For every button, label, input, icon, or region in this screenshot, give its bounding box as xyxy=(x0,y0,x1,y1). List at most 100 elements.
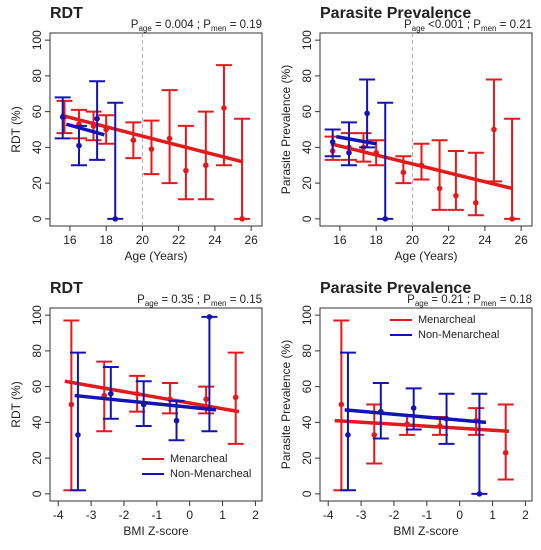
x-axis-label: BMI Z-score xyxy=(393,524,459,538)
y-tick-label: 60 xyxy=(300,105,314,119)
point xyxy=(112,216,119,222)
legend-label: Menarcheal xyxy=(170,453,227,465)
point xyxy=(75,432,81,438)
x-tick-label: 26 xyxy=(244,233,258,247)
annotation-text: P xyxy=(131,19,139,31)
point xyxy=(382,216,389,222)
plot-box xyxy=(49,307,263,502)
plot-box xyxy=(319,307,533,502)
x-tick-label: 16 xyxy=(333,233,347,247)
y-tick-label: 60 xyxy=(30,105,44,119)
point xyxy=(436,185,443,192)
legend-label: Non-Menarcheal xyxy=(170,468,251,480)
error-bar xyxy=(377,101,394,220)
error-bar xyxy=(340,121,357,167)
point xyxy=(239,216,245,222)
annotation-text: P xyxy=(137,294,145,306)
panel-title: Parasite Prevalence xyxy=(320,280,471,297)
point xyxy=(491,126,497,133)
fit-line xyxy=(60,113,243,164)
annotation: Page = 0.21 ; Pmen = 0.18 xyxy=(407,294,532,308)
annotation-text: = 0.18 xyxy=(497,294,533,306)
point xyxy=(371,432,378,438)
y-tick-label: 100 xyxy=(30,30,44,50)
x-tick-label: 24 xyxy=(478,233,492,247)
point xyxy=(476,491,483,497)
y-tick-label: 60 xyxy=(300,380,314,394)
annotation-subscript: age xyxy=(138,24,152,33)
point xyxy=(173,417,180,424)
panel-title: Parasite Prevalence xyxy=(320,5,471,22)
point xyxy=(453,192,459,199)
legend-label: Menarcheal xyxy=(418,314,475,326)
annotation-text: = 0.35 ; P xyxy=(158,294,211,306)
annotation-subscript: men xyxy=(211,24,227,33)
panel-title: RDT xyxy=(50,280,83,297)
x-tick-label: 0 xyxy=(186,508,193,522)
y-tick-label: 0 xyxy=(300,490,314,497)
point xyxy=(206,314,213,320)
x-tick-label: -3 xyxy=(356,508,367,522)
x-tick-label: -4 xyxy=(323,508,334,522)
y-axis-label: Parasite Prevalence (%) xyxy=(279,65,293,194)
x-tick-label: 24 xyxy=(208,233,222,247)
error-bar xyxy=(504,117,521,220)
legend-label: Non-Menarcheal xyxy=(418,329,499,341)
fit-line xyxy=(74,393,217,412)
y-tick-label: 40 xyxy=(30,140,44,154)
x-tick-label: -3 xyxy=(86,508,97,522)
point xyxy=(364,110,370,117)
annotation-subscript: men xyxy=(211,299,227,308)
point xyxy=(148,146,155,152)
error-bar xyxy=(467,151,484,217)
y-tick-label: 20 xyxy=(30,451,44,465)
point xyxy=(400,169,407,176)
annotation-subscript: age xyxy=(415,299,429,308)
annotation-subscript: men xyxy=(481,24,497,33)
annotation-subscript: age xyxy=(145,299,159,308)
y-tick-label: 20 xyxy=(30,176,44,190)
annotation: Page <0.001 ; Pmen = 0.21 xyxy=(404,19,532,33)
point xyxy=(410,405,417,411)
annotation-text: = 0.19 xyxy=(227,19,263,31)
x-tick-label: 22 xyxy=(442,233,456,247)
x-tick-label: 1 xyxy=(489,508,496,522)
error-bar xyxy=(107,101,124,220)
x-tick-label: -2 xyxy=(389,508,400,522)
point xyxy=(329,139,336,145)
fit-line xyxy=(335,134,377,146)
annotation-text: = 0.004 ; P xyxy=(152,19,211,31)
y-tick-label: 100 xyxy=(30,305,44,325)
point xyxy=(166,135,173,142)
error-bar xyxy=(197,110,214,201)
x-tick-label: 16 xyxy=(63,233,77,247)
y-tick-label: 60 xyxy=(30,380,44,394)
annotation: Page = 0.004 ; Pmen = 0.19 xyxy=(131,19,262,33)
point xyxy=(346,149,352,156)
y-tick-label: 0 xyxy=(30,490,44,497)
error-bar xyxy=(234,117,251,220)
point xyxy=(76,142,82,149)
fit-line xyxy=(65,122,105,137)
error-bar xyxy=(497,403,514,481)
x-tick-label: 2 xyxy=(252,508,259,522)
point xyxy=(59,114,66,120)
point xyxy=(203,162,209,169)
x-tick-label: 22 xyxy=(172,233,186,247)
y-tick-label: 40 xyxy=(30,415,44,429)
y-tick-label: 0 xyxy=(30,215,44,222)
annotation-text: = 0.21 ; P xyxy=(428,294,481,306)
point xyxy=(509,216,515,222)
x-tick-label: 26 xyxy=(514,233,528,247)
y-tick-label: 80 xyxy=(300,69,314,83)
y-tick-label: 80 xyxy=(300,344,314,358)
x-tick-label: 20 xyxy=(136,233,150,247)
point xyxy=(473,199,479,206)
x-tick-label: -1 xyxy=(151,508,162,522)
x-tick-label: -1 xyxy=(421,508,432,522)
error-bar xyxy=(215,64,232,167)
error-bar xyxy=(69,351,86,492)
y-tick-label: 20 xyxy=(300,176,314,190)
